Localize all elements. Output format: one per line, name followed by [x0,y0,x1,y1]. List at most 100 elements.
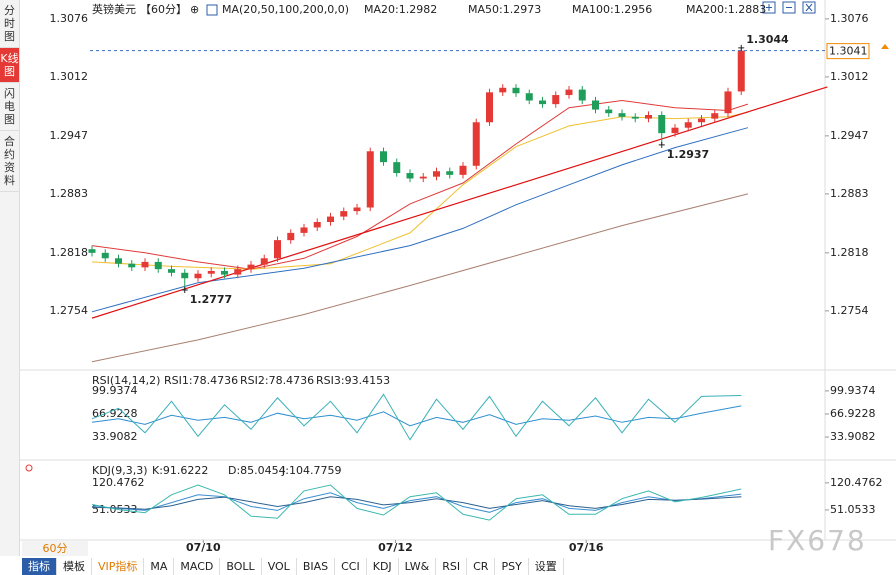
x-tick-label: 07/12 [378,541,413,554]
candle-body [327,216,334,223]
candle-body [313,222,321,228]
candle-body [631,116,639,119]
line-series [91,393,742,441]
annotation-marker [738,44,745,51]
toolbar-button[interactable]: CR [467,558,496,575]
candle-body [101,252,109,259]
line-series [91,99,749,270]
candle-body [486,92,493,123]
price-annotation: 1.2937 [667,148,709,161]
candle-body [353,207,361,212]
toolbar-button[interactable]: MA [144,558,175,575]
y-tick-label: 33.9082 [830,430,876,443]
candle-body [128,263,136,268]
legend-entry: MA50:1.2973 [468,3,541,16]
indicator-label: RSI(14,14,2) [92,374,160,387]
sidebar-tab[interactable]: 合约资料 [0,131,19,192]
symbol-title: 英镑美元 [92,2,136,16]
candle-body [539,100,546,105]
price-arrow [881,44,889,49]
candle-body [287,232,295,241]
candle-body [578,89,586,101]
candle-body [499,87,507,93]
candle-body [207,270,215,274]
candle-body [300,227,308,233]
y-tick-label: 1.2754 [830,304,869,317]
price-annotation: 1.3044 [746,33,789,46]
candle-body [393,162,401,174]
candle-body [406,173,414,179]
candle-body [234,269,242,275]
candle-body [446,171,454,175]
toolbar-button[interactable]: CCI [335,558,367,575]
sidebar-tab[interactable]: K线图 [0,48,19,83]
candle-body [565,89,573,96]
candle-body [684,122,692,128]
watermark: FX678 [768,524,867,557]
candle-body [698,118,705,123]
toolbar-button[interactable]: VOL [262,558,297,575]
candle-body [194,273,202,279]
sidebar-tab[interactable]: 分时图 [0,0,19,48]
candle-body [433,171,440,177]
y-tick-label: 51.0533 [830,503,876,516]
toolbar-button[interactable]: MACD [174,558,221,575]
candle-body [645,115,652,119]
line-series [91,496,742,510]
toolbar-button[interactable]: PSY [495,558,529,575]
settings-icon[interactable] [25,464,33,472]
window-icons[interactable] [762,1,816,14]
legend-entry: MA20:1.2982 [364,3,437,16]
y-tick-label: 1.3076 [830,12,869,25]
candle-body [472,122,480,166]
candle-body [711,113,719,119]
legend-entry: J:104.7759 [281,464,341,477]
x-tick-label: 07/16 [569,541,604,554]
ma-icon [206,4,218,16]
toolbar: 指标 模板 VIP指标 MA MACD BOLL VOL BIAS CCI KDJ LW& RSI CR… [22,558,564,575]
add-icon: ⊕ [190,3,199,16]
sidebar-tab[interactable]: 闪电图 [0,83,19,131]
y-tick-label: 1.3076 [50,12,89,25]
legend-entry: RSI2:78.4736 [240,374,314,387]
last-price-label: 1.3041 [829,45,868,58]
candle-body [419,176,427,179]
period-select[interactable]: 60分 [22,541,88,556]
y-tick-label: 1.2883 [50,187,89,200]
candle-body [340,211,348,217]
candle-body [366,151,374,208]
y-tick-label: 66.9228 [830,407,876,420]
toolbar-button[interactable]: BIAS [297,558,336,575]
candle-body [141,261,149,268]
toolbar-button[interactable]: 设置 [529,558,564,575]
y-tick-label: 1.2947 [50,129,89,142]
legend-entry: MA100:1.2956 [572,3,652,16]
candle-body [168,269,175,273]
candle-body [115,258,122,264]
toolbar-button[interactable]: RSI [436,558,468,575]
candle-body [221,270,228,275]
candle-body [605,109,613,114]
toolbar-button[interactable]: VIP指标 [92,558,145,575]
y-tick-label: 1.3012 [50,70,89,83]
legend-entry: MA200:1.2883 [686,3,766,16]
last-price-box [826,43,870,60]
period-label: 【60分】 [140,3,187,16]
candle-body [154,261,162,270]
line-series [91,193,749,363]
toolbar-button[interactable]: BOLL [220,558,262,575]
toolbar-button[interactable]: LW& [399,558,437,575]
y-tick-label: 1.2818 [50,246,89,259]
toolbar-button[interactable]: KDJ [367,558,399,575]
line-series [91,492,742,513]
toolbar-button[interactable]: 指标 [22,558,57,575]
candle-body [181,272,189,279]
line-series [91,127,749,313]
toolbar-button[interactable]: 模板 [57,558,92,575]
y-tick-label: 120.4762 [92,476,145,489]
candle-body [525,93,533,101]
x-tick-label: 07/10 [186,541,221,554]
candle-body [274,240,281,259]
